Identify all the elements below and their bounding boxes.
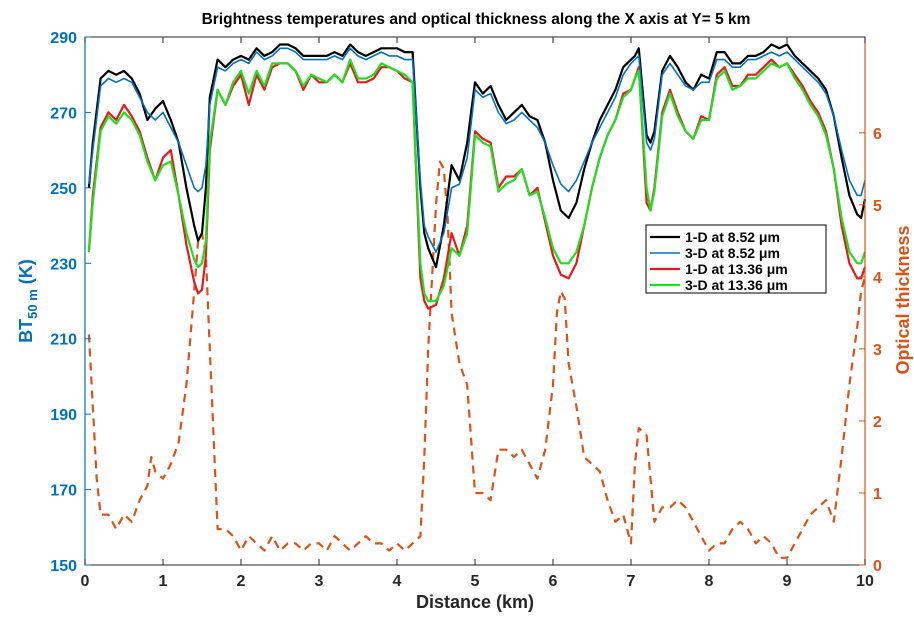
- left-tick-label: 190: [50, 407, 77, 424]
- right-tick-label: 2: [873, 414, 882, 431]
- series-line-1: [88, 47, 866, 253]
- right-tick-label: 3: [873, 342, 882, 359]
- left-tick-label: 150: [50, 558, 77, 575]
- x-tick-label: 1: [159, 573, 168, 590]
- legend-label-3: 3-D at 13.36 μm: [685, 277, 788, 293]
- left-axis-label: BT50 m (K): [16, 259, 40, 343]
- right-tick-label: 4: [873, 270, 882, 287]
- legend-label-0: 1-D at 8.52 μm: [685, 229, 780, 245]
- right-axis-label: Optical thickness: [893, 225, 913, 374]
- left-tick-label: 230: [50, 256, 77, 273]
- x-tick-label: 10: [856, 573, 874, 590]
- legend-label-2: 1-D at 13.36 μm: [685, 261, 788, 277]
- x-tick-label: 9: [783, 573, 792, 590]
- right-tick-label: 1: [873, 486, 882, 503]
- right-tick-label: 0: [873, 558, 882, 575]
- chart-title: Brightness temperatures and optical thic…: [202, 11, 751, 28]
- right-tick-label: 6: [873, 126, 882, 143]
- left-tick-label: 170: [50, 483, 77, 500]
- left-tick-label: 210: [50, 332, 77, 349]
- left-axis-label-subscript: 50 m: [25, 289, 40, 319]
- left-axis-label-main: BT: [16, 319, 36, 343]
- x-tick-label: 8: [705, 573, 714, 590]
- x-tick-label: 5: [471, 573, 480, 590]
- left-tick-label: 290: [50, 30, 77, 47]
- series-line-3: [87, 58, 867, 303]
- legend: 1-D at 8.52 μm3-D at 8.52 μm1-D at 13.36…: [645, 224, 827, 294]
- x-tick-label: 4: [393, 573, 402, 590]
- x-tick-label: 2: [237, 573, 246, 590]
- right-tick-label: 5: [873, 198, 882, 215]
- x-tick-label: 6: [549, 573, 558, 590]
- left-tick-label: 250: [50, 181, 77, 198]
- x-tick-label: 0: [81, 573, 90, 590]
- x-axis-label: Distance (km): [416, 592, 534, 612]
- x-tick-label: 7: [627, 573, 636, 590]
- x-tick-label: 3: [315, 573, 324, 590]
- left-tick-label: 270: [50, 105, 77, 122]
- series-layer: [87, 43, 867, 559]
- ticks-layer: 0 1 2 3 4 5 6 7 8 9 10 150 170 190 210 230 250 270 290 0 1 2 3…: [50, 30, 882, 590]
- left-axis-label-unit: (K): [16, 259, 36, 284]
- legend-label-1: 3-D at 8.52 μm: [685, 245, 780, 261]
